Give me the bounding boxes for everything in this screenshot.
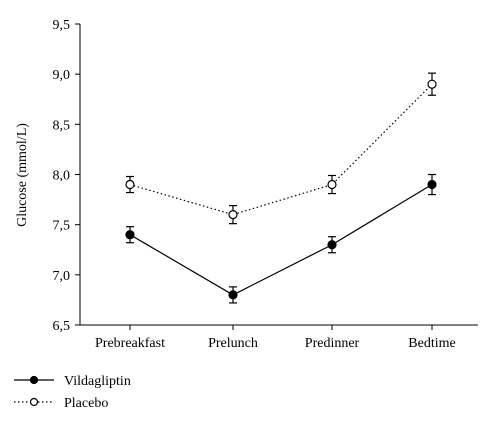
series-line-vildagliptin xyxy=(129,184,433,296)
x-tick-label-predinner: Predinner xyxy=(305,336,360,351)
data-point xyxy=(427,79,437,89)
x-tick-label-prebreakfast: Prebreakfast xyxy=(95,336,165,351)
y-tick-label: 9,5 xyxy=(53,18,71,33)
x-ticks: Prebreakfast Prelunch Predinner Bedtime xyxy=(95,325,456,351)
series-placebo xyxy=(125,72,437,225)
legend-label: Vildagliptin xyxy=(64,374,131,389)
legend-marker xyxy=(29,375,39,385)
data-point xyxy=(327,240,337,250)
legend-marker xyxy=(29,397,39,407)
series-layer xyxy=(125,72,437,304)
series-line-placebo xyxy=(129,83,433,216)
y-axis-label-group: Glucose (mmol/L) xyxy=(15,123,30,227)
legend-item-vildagliptin: Vildagliptin xyxy=(14,374,131,389)
data-point xyxy=(327,179,337,190)
data-point xyxy=(125,179,135,190)
data-point xyxy=(228,210,238,220)
data-point xyxy=(427,179,437,190)
y-tick-label: 9,0 xyxy=(53,68,71,83)
y-ticks: 6,5 7,0 7,5 8,0 8,5 9,0 9,5 xyxy=(53,18,80,334)
y-axis-label: Glucose (mmol/L) xyxy=(15,123,30,227)
x-tick-label-prelunch: Prelunch xyxy=(208,336,258,351)
y-tick-label: 7,0 xyxy=(53,269,71,284)
y-tick-label: 8,5 xyxy=(53,118,71,133)
legend-item-placebo: Placebo xyxy=(14,396,108,411)
y-tick-label: 6,5 xyxy=(53,319,71,334)
legend-label: Placebo xyxy=(64,396,108,411)
x-tick-label-bedtime: Bedtime xyxy=(408,336,455,351)
data-point xyxy=(228,290,238,300)
y-tick-label: 8,0 xyxy=(53,169,71,184)
series-vildagliptin xyxy=(125,173,437,304)
data-point xyxy=(125,230,135,240)
legend: Vildagliptin Placebo xyxy=(14,374,131,411)
y-tick-label: 7,5 xyxy=(53,219,71,234)
